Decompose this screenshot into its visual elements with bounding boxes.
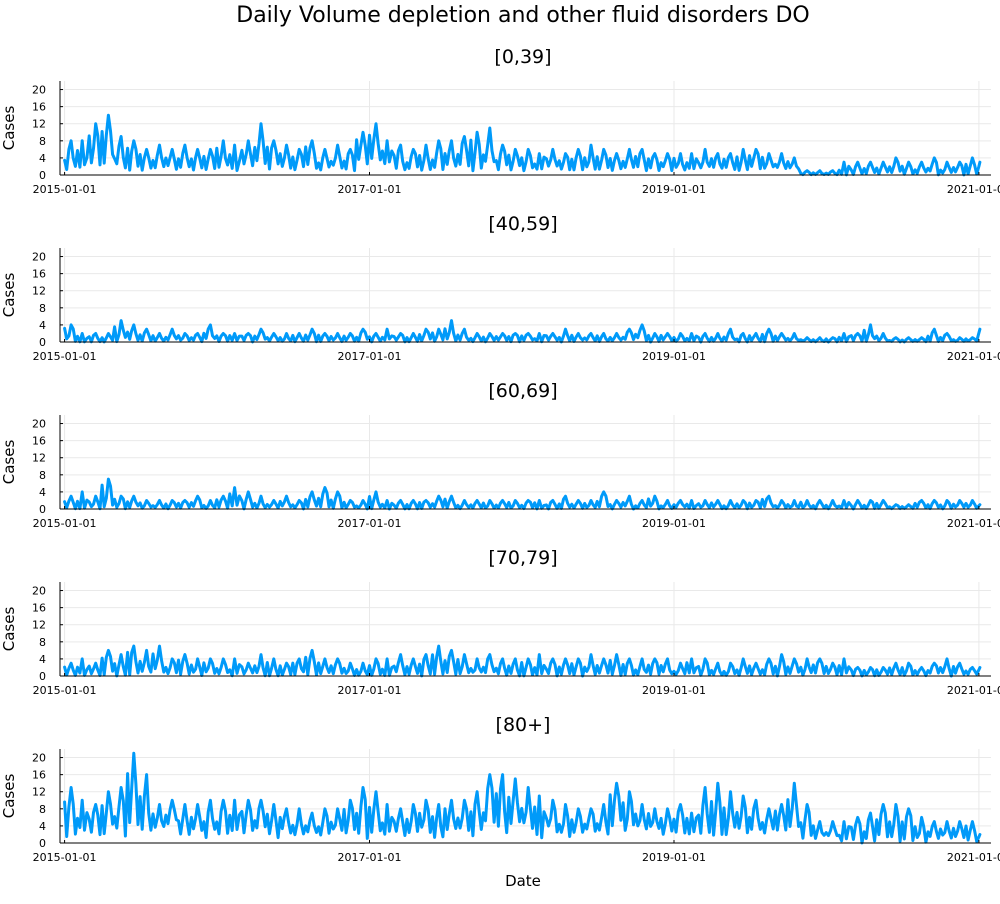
x-tick-label: 2019-01-01 <box>642 183 706 196</box>
x-tick-label: 2017-01-01 <box>338 517 402 530</box>
y-tick-label: 12 <box>32 619 46 632</box>
y-tick-label: 16 <box>32 769 46 782</box>
y-tick-label: 4 <box>39 820 46 833</box>
panel-title: [70,79] <box>488 547 557 569</box>
y-tick-label: 20 <box>32 251 46 264</box>
x-tick-label: 2019-01-01 <box>642 684 706 697</box>
panel-title: [40,59] <box>488 213 557 235</box>
y-tick-label: 12 <box>32 285 46 298</box>
y-tick-label: 8 <box>39 135 46 148</box>
panel-3: [60,69] 0 4 8 12 16 20 2015-01-01 2017-01-01 2019… <box>0 380 1000 530</box>
panel-2: [40,59] 0 4 8 12 16 20 2015-01-01 2017-01-01 2019… <box>0 213 1000 363</box>
y-tick-label: 16 <box>32 602 46 615</box>
x-tick-label: 2015-01-01 <box>33 350 97 363</box>
x-tick-label: 2019-01-01 <box>642 517 706 530</box>
y-tick-label: 20 <box>32 752 46 765</box>
y-tick-label: 4 <box>39 152 46 165</box>
x-tick-label: 2015-01-01 <box>33 851 97 864</box>
y-tick-label: 8 <box>39 302 46 315</box>
x-tick-label: 2017-01-01 <box>338 851 402 864</box>
y-tick-label: 0 <box>39 670 46 683</box>
series-line-1 <box>63 319 982 344</box>
x-tick-label: 2015-01-01 <box>33 684 97 697</box>
y-tick-label: 16 <box>32 268 46 281</box>
y-tick-label: 12 <box>32 452 46 465</box>
panel-4: [70,79] 0 4 8 12 16 20 2015-01-01 2017-01-01 2019… <box>0 547 1000 697</box>
y-tick-label: 0 <box>39 169 46 182</box>
y-tick-label: 0 <box>39 837 46 850</box>
y-axis-title: Cases <box>0 440 18 485</box>
x-tick-label: 2017-01-01 <box>338 350 402 363</box>
y-axis-title: Cases <box>0 607 18 652</box>
x-tick-label: 2021-01-01 <box>947 851 1000 864</box>
x-tick-label: 2021-01-01 <box>947 183 1000 196</box>
panel-title: [60,69] <box>488 380 557 402</box>
y-tick-label: 4 <box>39 319 46 332</box>
y-axis-title: Cases <box>0 273 18 318</box>
x-tick-label: 2021-01-01 <box>947 350 1000 363</box>
y-tick-label: 8 <box>39 636 46 649</box>
y-axis-title: Cases <box>0 774 18 819</box>
y-tick-label: 20 <box>32 585 46 598</box>
x-tick-label: 2015-01-01 <box>33 183 97 196</box>
chart-title: Daily Volume depletion and other fluid d… <box>236 3 810 28</box>
x-tick-label: 2021-01-01 <box>947 684 1000 697</box>
y-tick-label: 4 <box>39 653 46 666</box>
panel-5: [80+] 0 4 8 12 16 20 2015-01-01 2017-01-01 2019-0… <box>0 714 1000 864</box>
x-tick-label: 2015-01-01 <box>33 517 97 530</box>
panel-title: [80+] <box>496 714 551 736</box>
y-tick-label: 8 <box>39 469 46 482</box>
y-tick-label: 4 <box>39 486 46 499</box>
series-line-1 <box>63 113 982 177</box>
panel-1: [0,39] 0 4 8 12 16 20 2015-01-01 2017-01-01 2019-… <box>0 46 1000 196</box>
y-tick-label: 16 <box>32 435 46 448</box>
y-tick-label: 20 <box>32 84 46 97</box>
series-line-1 <box>63 644 982 678</box>
y-tick-label: 0 <box>39 336 46 349</box>
x-tick-label: 2019-01-01 <box>642 851 706 864</box>
panel-title: [0,39] <box>494 46 551 68</box>
y-tick-label: 20 <box>32 418 46 431</box>
x-tick-label: 2019-01-01 <box>642 350 706 363</box>
x-axis-title: Date <box>505 872 541 890</box>
series-line-1 <box>63 751 982 845</box>
y-tick-label: 16 <box>32 101 46 114</box>
x-tick-label: 2021-01-01 <box>947 517 1000 530</box>
y-tick-label: 8 <box>39 803 46 816</box>
y-axis-title: Cases <box>0 106 18 151</box>
y-tick-label: 12 <box>32 118 46 131</box>
y-tick-label: 12 <box>32 786 46 799</box>
panels-group: [0,39] 0 4 8 12 16 20 2015-01-01 2017-01-01 2019-… <box>0 46 1000 864</box>
y-tick-label: 0 <box>39 503 46 516</box>
series-line-1 <box>63 477 982 511</box>
x-tick-label: 2017-01-01 <box>338 183 402 196</box>
x-tick-label: 2017-01-01 <box>338 684 402 697</box>
